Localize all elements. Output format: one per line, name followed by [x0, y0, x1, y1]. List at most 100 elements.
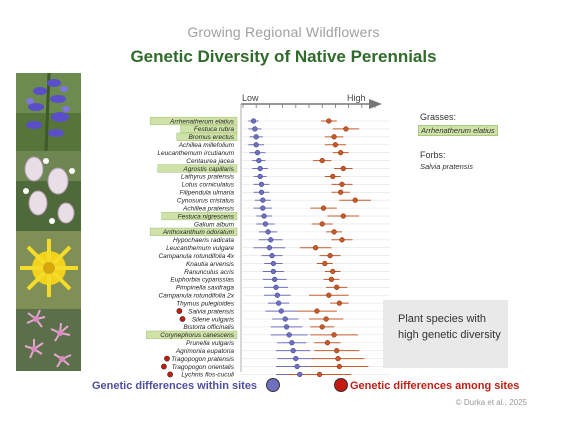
species-row: Cynosurus cristatus [177, 198, 390, 205]
species-row: Arrhenatherum elatius [149, 116, 390, 125]
legend-grasses-title: Grasses: [420, 112, 457, 122]
among-point [343, 126, 349, 132]
legend-among-label: Genetic differences among sites [350, 380, 520, 392]
within-point [266, 245, 273, 251]
within-point [265, 229, 271, 235]
within-point [290, 348, 296, 354]
species-label: Thymus pulegioides [176, 300, 235, 307]
within-point [256, 157, 262, 164]
species-row: Campanula rotundifolia 2x [158, 293, 390, 300]
highlight-dot-icon [160, 363, 167, 370]
species-label: Agrimonia eupatoria [175, 348, 235, 355]
species-row: Agrimonia eupatoria [175, 348, 390, 355]
within-point [269, 252, 275, 259]
species-row: Festuca rubra [180, 124, 390, 134]
within-point [286, 332, 292, 338]
species-label: Corynephorus canescens [160, 332, 234, 339]
species-row: Achillea millefolium [178, 142, 390, 149]
among-point [336, 300, 343, 306]
species-row: Leucanthemum vulgare [166, 245, 390, 252]
species-row: Anthoxanthum odoratum [149, 227, 390, 236]
species-row: Achillea pratensis [182, 205, 390, 212]
species-label: Prunella vulgaris [186, 340, 235, 347]
within-point [261, 213, 267, 219]
species-label: Leucanthemum vulgare [166, 245, 234, 252]
within-point [257, 165, 263, 172]
among-point [322, 260, 328, 267]
species-label: Campanula rotundifolia 4x [158, 253, 234, 260]
within-point [262, 221, 269, 227]
within-point [274, 292, 280, 298]
highlight-dot-icon [176, 308, 183, 314]
silene-vulgaris-photo [16, 151, 81, 231]
within-point [297, 371, 303, 378]
legend-grasses-example: Arrhenatherum elatius [418, 125, 498, 136]
species-label: Bistorta officinalis [183, 324, 234, 331]
among-point [352, 197, 358, 203]
species-label: Achillea pratensis [182, 205, 235, 212]
species-label: Hypochaeris radicata [173, 237, 234, 244]
among-point [332, 142, 339, 148]
within-point [294, 363, 300, 370]
citation: © Durka et al., 2025 [455, 398, 527, 407]
legend-within-label: Genetic differences within sites [92, 380, 258, 392]
species-label: Pimpinella saxifraga [176, 285, 235, 292]
among-point [316, 371, 323, 378]
species-row: Tragopogon orientalis [160, 363, 390, 371]
within-point [268, 237, 274, 243]
among-point [336, 363, 343, 370]
grass-highlight [161, 211, 238, 221]
species-row: Bistorta officinalis [183, 324, 390, 331]
legend-forbs-example: Salvia pratensis [420, 162, 473, 171]
species-label: Leucanthemum ircutianum [157, 150, 234, 157]
highlight-text: Plant species with high genetic diversit… [398, 313, 501, 341]
among-point [338, 150, 344, 156]
axis-arrow-icon [369, 99, 382, 109]
within-point [260, 205, 266, 211]
among-point [334, 284, 340, 290]
among-point [330, 268, 336, 275]
species-row: Knautia arvensis [186, 261, 390, 268]
within-point [250, 118, 257, 124]
species-label: Festuca nigrescens [178, 213, 235, 220]
species-label: Festuca rubra [194, 126, 234, 133]
legend-forbs-title: Forbs: [420, 150, 446, 160]
species-row: Bromus erectus [176, 132, 390, 141]
species-row: Agrostis capillaris [157, 164, 390, 173]
species-row: Ranunculus acris [184, 269, 390, 276]
supertitle: Growing Regional Wildflowers [187, 24, 380, 40]
within-point [270, 268, 277, 275]
within-point [273, 284, 279, 290]
species-label: Agrostis capillaris [182, 166, 234, 173]
among-point [327, 252, 333, 259]
species-label: Anthoxanthum odoratum [162, 229, 235, 236]
species-label: Lotus corniculatus [182, 182, 235, 189]
within-point [275, 300, 282, 306]
page-title: Genetic Diversity of Native Perennials [130, 47, 437, 66]
species-label: Lychnis flos-cuculi [181, 372, 234, 379]
within-point [270, 260, 277, 267]
among-point [324, 340, 331, 346]
grass-highlight [146, 330, 238, 339]
grass-highlight [176, 132, 238, 141]
species-row: Galium album [194, 221, 390, 228]
within-point [282, 316, 288, 322]
species-row: Lathyrus pratensis [181, 174, 390, 181]
among-point [314, 308, 320, 314]
highlight-dot-icon [179, 316, 186, 322]
among-point [339, 181, 345, 188]
among-point [320, 205, 327, 211]
species-row: Euphorbia cyparissias [170, 277, 390, 284]
species-row: Prunella vulgaris [186, 340, 390, 347]
species-row: Festuca nigrescens [161, 211, 390, 221]
within-point [289, 340, 295, 346]
lychnis-flos-cuculi-photo [16, 309, 81, 371]
within-point [260, 197, 266, 203]
species-row: Lotus corniculatus [182, 182, 390, 189]
grass-highlight [157, 164, 238, 173]
grass-highlight [180, 124, 238, 134]
species-row: Thymus pulegioides [176, 300, 390, 307]
among-point [323, 316, 329, 322]
species-label: Euphorbia cyparissias [170, 277, 234, 284]
